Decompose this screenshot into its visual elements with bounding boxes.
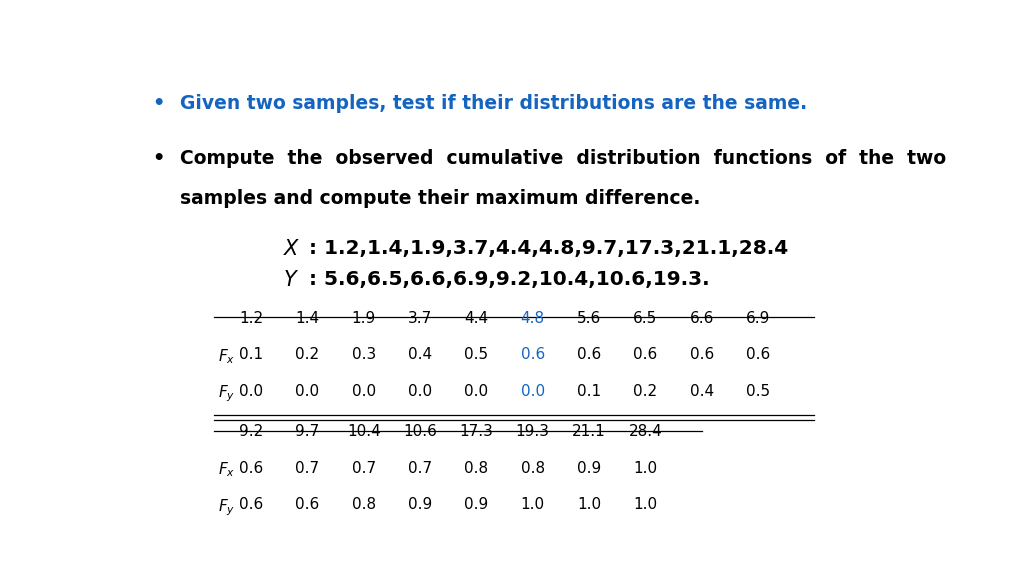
Text: 0.6: 0.6 <box>746 347 770 362</box>
Text: 0.5: 0.5 <box>746 384 770 399</box>
Text: 19.3: 19.3 <box>516 425 550 439</box>
Text: $F_y$: $F_y$ <box>218 384 234 404</box>
Text: 0.0: 0.0 <box>351 384 376 399</box>
Text: 0.6: 0.6 <box>689 347 714 362</box>
Text: samples and compute their maximum difference.: samples and compute their maximum differ… <box>179 189 700 208</box>
Text: 0.6: 0.6 <box>239 461 263 476</box>
Text: $F_x$: $F_x$ <box>218 347 234 366</box>
Text: 1.0: 1.0 <box>634 497 657 512</box>
Text: 1.0: 1.0 <box>634 461 657 476</box>
Text: 0.7: 0.7 <box>351 461 376 476</box>
Text: $\boldsymbol{\mathit{X}}$: $\boldsymbol{\mathit{X}}$ <box>283 238 300 259</box>
Text: 0.1: 0.1 <box>239 347 263 362</box>
Text: 0.0: 0.0 <box>239 384 263 399</box>
Text: Compute  the  observed  cumulative  distribution  functions  of  the  two: Compute the observed cumulative distribu… <box>179 149 946 168</box>
Text: •: • <box>152 93 164 112</box>
Text: : 5.6,6.5,6.6,6.9,9.2,10.4,10.6,19.3.: : 5.6,6.5,6.6,6.9,9.2,10.4,10.6,19.3. <box>309 270 710 289</box>
Text: $F_x$: $F_x$ <box>218 461 234 479</box>
Text: 10.4: 10.4 <box>347 425 381 439</box>
Text: 0.4: 0.4 <box>408 347 432 362</box>
Text: 1.9: 1.9 <box>351 311 376 326</box>
Text: 3.7: 3.7 <box>408 311 432 326</box>
Text: 0.9: 0.9 <box>577 461 601 476</box>
Text: 0.2: 0.2 <box>634 384 657 399</box>
Text: 0.4: 0.4 <box>690 384 714 399</box>
Text: 0.0: 0.0 <box>464 384 488 399</box>
Text: 0.0: 0.0 <box>520 384 545 399</box>
Text: 9.7: 9.7 <box>295 425 319 439</box>
Text: 0.8: 0.8 <box>520 461 545 476</box>
Text: 1.2: 1.2 <box>239 311 263 326</box>
Text: 0.8: 0.8 <box>351 497 376 512</box>
Text: 0.5: 0.5 <box>464 347 488 362</box>
Text: 5.6: 5.6 <box>577 311 601 326</box>
Text: 0.0: 0.0 <box>408 384 432 399</box>
Text: 1.0: 1.0 <box>577 497 601 512</box>
Text: 0.2: 0.2 <box>295 347 319 362</box>
Text: 0.0: 0.0 <box>295 384 319 399</box>
Text: 4.8: 4.8 <box>520 311 545 326</box>
Text: 0.9: 0.9 <box>408 497 432 512</box>
Text: 28.4: 28.4 <box>629 425 663 439</box>
Text: 1.4: 1.4 <box>295 311 319 326</box>
Text: 17.3: 17.3 <box>460 425 494 439</box>
Text: $F_y$: $F_y$ <box>218 497 234 518</box>
Text: Given two samples, test if their distributions are the same.: Given two samples, test if their distrib… <box>179 93 807 112</box>
Text: : 1.2,1.4,1.9,3.7,4.4,4.8,9.7,17.3,21.1,28.4: : 1.2,1.4,1.9,3.7,4.4,4.8,9.7,17.3,21.1,… <box>309 238 788 257</box>
Text: 21.1: 21.1 <box>572 425 606 439</box>
Text: 0.8: 0.8 <box>464 461 488 476</box>
Text: 6.9: 6.9 <box>745 311 770 326</box>
Text: 0.6: 0.6 <box>520 347 545 362</box>
Text: 0.1: 0.1 <box>577 384 601 399</box>
Text: 0.6: 0.6 <box>239 497 263 512</box>
Text: 0.6: 0.6 <box>633 347 657 362</box>
Text: 4.4: 4.4 <box>464 311 488 326</box>
Text: •: • <box>152 149 164 168</box>
Text: 0.6: 0.6 <box>577 347 601 362</box>
Text: 0.6: 0.6 <box>295 497 319 512</box>
Text: 0.9: 0.9 <box>464 497 488 512</box>
Text: 9.2: 9.2 <box>239 425 263 439</box>
Text: 6.6: 6.6 <box>689 311 714 326</box>
Text: 6.5: 6.5 <box>633 311 657 326</box>
Text: 0.3: 0.3 <box>351 347 376 362</box>
Text: 0.7: 0.7 <box>408 461 432 476</box>
Text: 0.7: 0.7 <box>295 461 319 476</box>
Text: 1.0: 1.0 <box>520 497 545 512</box>
Text: $\boldsymbol{\mathit{Y}}$: $\boldsymbol{\mathit{Y}}$ <box>283 270 299 290</box>
Text: 10.6: 10.6 <box>403 425 437 439</box>
